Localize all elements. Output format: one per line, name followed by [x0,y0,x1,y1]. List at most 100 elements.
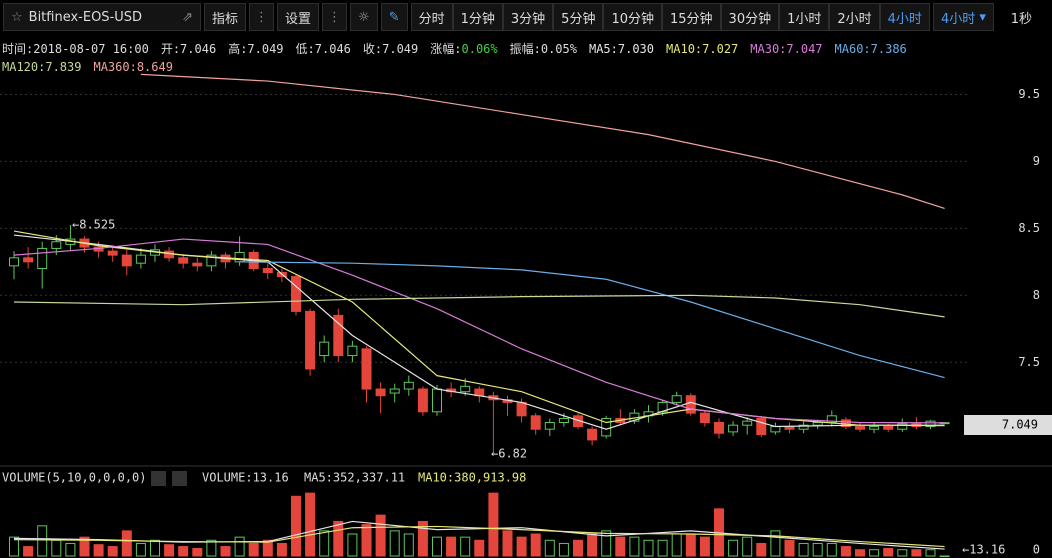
volume-bar [643,539,654,557]
volume-bar [629,536,640,557]
info-item: MA60:7.386 [834,42,907,56]
candle-body [107,250,118,256]
symbol-button[interactable]: ☆ Bitfinex-EOS-USD ⇗ [3,3,201,31]
volume-bar [93,544,104,557]
indicators-button[interactable]: 指标 [204,3,247,31]
volume-bar [248,542,259,557]
volume-bar [502,530,513,557]
info-row: MA120:7.839 MA360:8.649 [2,60,185,74]
volume-bar [460,536,471,557]
volume-bar [699,536,710,557]
candle-body [37,247,48,270]
candle-body [770,426,781,433]
settings-label: 设置 [285,11,312,27]
info-item: MA120:7.839 [2,60,82,74]
candle-body [925,420,936,428]
volume-ma5: MA5:352,337.11 [304,471,405,485]
more-button[interactable]: ⋮ [322,3,348,31]
candle-body [206,254,217,267]
y-tick-label: 9 [1033,154,1040,168]
volume-bar [65,542,76,557]
y-tick-label: 8.5 [1018,221,1040,235]
timeframe-button[interactable]: 10分钟 [603,3,662,31]
volume-bar [305,492,316,557]
volume-bar [37,525,48,557]
candle-body [883,426,894,430]
info-item: MA5:7.030 [588,42,655,56]
info-item: 收:7.049 [362,42,419,56]
candle-body [714,422,724,434]
candle-body [855,426,865,430]
candle-body [897,423,908,430]
volume-bar [446,536,457,557]
volume-bar [333,520,344,557]
timeframe-button[interactable]: 2小时 [829,3,880,31]
volume-bar [855,549,865,557]
volume-bar [135,542,146,557]
timeframe-button[interactable]: 4小时 [879,3,930,31]
volume-bar [276,542,287,557]
theme-button[interactable]: ☼ [350,3,378,31]
more-button[interactable]: ⋮ [249,3,275,31]
info-item: 时间:2018-08-07 16:00 [2,42,149,56]
timeframe-button[interactable]: 1小时 [779,3,830,31]
volume-bar [206,539,217,557]
toolbar: ☆ Bitfinex-EOS-USD ⇗ 指标 ⋮ 设置 ⋮ ☼ ✎ 分时 1分钟 3分… [0,0,1052,34]
ma-line [13,294,945,318]
volume-bar [742,536,753,557]
candle-body [685,395,696,414]
volume-last-label: ←13.16 [962,543,1005,557]
settings-button[interactable]: 设置 [277,3,320,31]
volume-bar [573,539,583,557]
info-item: MA10:7.027 [666,42,739,56]
ma-line [13,238,945,424]
info-item: 振幅:0.05% [509,42,577,56]
volume-bar [389,530,400,557]
candle-body [305,310,316,370]
candle-body [51,241,62,249]
info-row: 时间:2018-08-07 16:00 开:7.046 高:7.049 低:7.046… [2,40,919,57]
info-item: 0.06% [461,42,498,56]
candle-body [178,257,189,264]
volume-bar [925,549,936,557]
volume-bar [107,546,118,557]
timeframe-button[interactable]: 5分钟 [553,3,604,31]
volume-bar [403,533,414,557]
candle-body [333,314,344,357]
volume-bar [657,539,668,557]
candle-body [9,257,19,267]
candle-body [742,420,753,426]
timeframe-button[interactable]: 30分钟 [720,3,780,31]
timeframe-button[interactable]: 3分钟 [502,3,554,31]
candle-body [558,417,569,424]
timeframe-button[interactable]: 分时 [410,3,453,31]
volume-bar [488,492,499,557]
candle-body [262,268,273,274]
volume-bar [9,536,19,557]
volume-close-icon[interactable] [172,471,187,486]
volume-bar [291,495,301,557]
candle-body [403,381,414,390]
timeframe-button[interactable]: 15分钟 [662,3,721,31]
volume-bar [728,539,739,557]
volume-bar [164,544,175,557]
candle-body [544,422,555,430]
volume-bar [587,533,598,557]
draw-button[interactable]: ✎ [380,3,408,31]
indicators-label: 指标 [212,11,239,27]
volume-current: VOLUME:13.16 [202,471,289,485]
volume-bar [121,530,132,557]
volume-bar [601,530,612,557]
volume-bar [544,539,555,557]
candle-body [417,388,428,413]
timeframe-dropdown[interactable]: 4小时 ▾ [932,3,994,31]
volume-bar [685,533,696,557]
volume-bar [417,520,428,557]
volume-bar [770,530,781,557]
volume-settings-icon[interactable] [151,471,166,486]
candle-body [756,417,767,436]
volume-bar [262,539,273,557]
timeframe-button[interactable]: 1分钟 [452,3,503,31]
volume-bar [897,549,908,557]
